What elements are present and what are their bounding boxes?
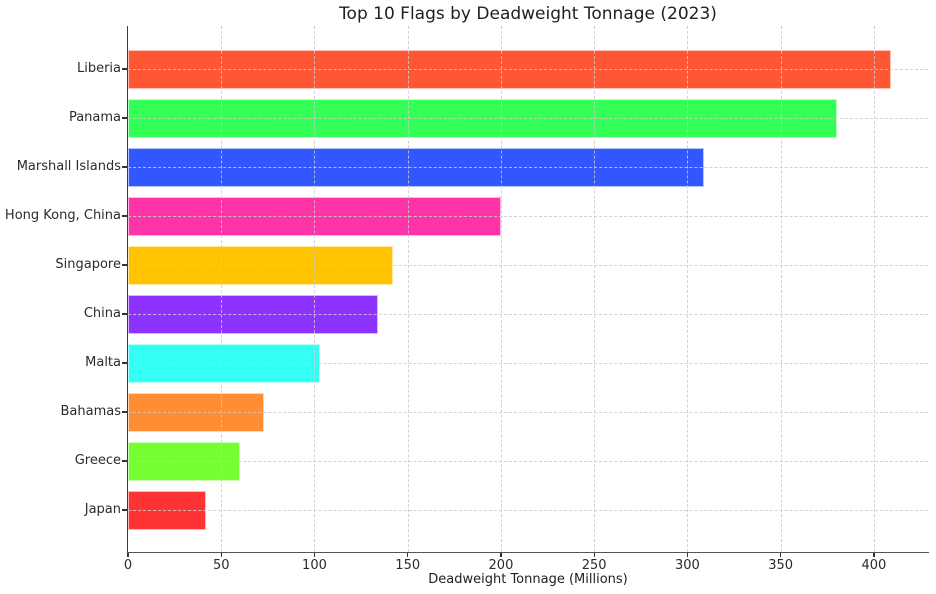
y-tick-label: Liberia — [76, 61, 121, 76]
y-tick-mark — [122, 264, 127, 266]
gridline-horizontal — [128, 167, 928, 168]
x-tick-label: 100 — [302, 558, 327, 573]
y-axis-spine — [126, 26, 128, 553]
chart-title: Top 10 Flags by Deadweight Tonnage (2023… — [339, 4, 717, 24]
gridline-horizontal — [128, 216, 928, 217]
x-tick-label: 50 — [212, 558, 230, 573]
x-tick-mark — [593, 553, 595, 557]
gridline-vertical — [780, 26, 782, 552]
gridline-horizontal — [128, 510, 928, 511]
y-tick-label: Greece — [74, 453, 121, 468]
y-tick-label: Singapore — [55, 257, 121, 272]
x-tick-label: 0 — [123, 558, 133, 573]
x-tick-label: 250 — [581, 558, 607, 573]
x-tick-mark — [127, 553, 129, 557]
y-tick-mark — [122, 313, 127, 315]
x-tick-mark — [220, 553, 222, 557]
gridline-vertical — [873, 26, 875, 552]
gridline-vertical — [407, 26, 409, 552]
x-tick-label: 350 — [768, 558, 794, 573]
y-tick-mark — [122, 509, 127, 511]
gridline-horizontal — [128, 118, 928, 119]
y-tick-mark — [122, 68, 127, 70]
gridline-vertical — [594, 26, 596, 552]
x-tick-label: 400 — [861, 558, 887, 573]
y-tick-label: Malta — [85, 355, 121, 370]
x-tick-label: 300 — [675, 558, 700, 573]
y-tick-label: Hong Kong, China — [4, 208, 121, 223]
y-tick-label: Panama — [68, 110, 121, 125]
gridline-horizontal — [128, 363, 928, 364]
y-tick-label: Bahamas — [60, 404, 122, 419]
x-tick-mark — [873, 553, 875, 557]
gridline-vertical — [500, 26, 502, 552]
gridline-vertical — [687, 26, 689, 552]
gridline-horizontal — [128, 314, 928, 315]
gridline-vertical — [221, 26, 223, 552]
plot-area — [128, 26, 928, 552]
x-tick-label: 200 — [488, 558, 514, 573]
gridline-horizontal — [128, 412, 928, 413]
y-tick-label: China — [83, 306, 121, 321]
gridline-horizontal — [128, 265, 928, 266]
y-tick-mark — [122, 215, 127, 217]
y-tick-label: Japan — [84, 502, 121, 517]
y-tick-mark — [122, 411, 127, 413]
x-tick-label: 150 — [395, 558, 421, 573]
x-axis-spine — [126, 551, 929, 554]
y-tick-mark — [122, 117, 127, 119]
y-tick-mark — [122, 362, 127, 364]
gridline-horizontal — [128, 69, 928, 70]
y-tick-mark — [122, 460, 127, 462]
x-tick-mark — [407, 553, 409, 557]
y-tick-label: Marshall Islands — [16, 159, 121, 174]
x-tick-mark — [313, 553, 316, 557]
x-axis-label: Deadweight Tonnage (Millions) — [428, 572, 628, 587]
gridline-horizontal — [128, 461, 928, 462]
gridline-vertical — [314, 26, 316, 552]
x-tick-mark — [779, 553, 782, 557]
x-tick-mark — [686, 553, 689, 557]
x-tick-mark — [500, 553, 502, 557]
y-tick-mark — [122, 166, 127, 168]
